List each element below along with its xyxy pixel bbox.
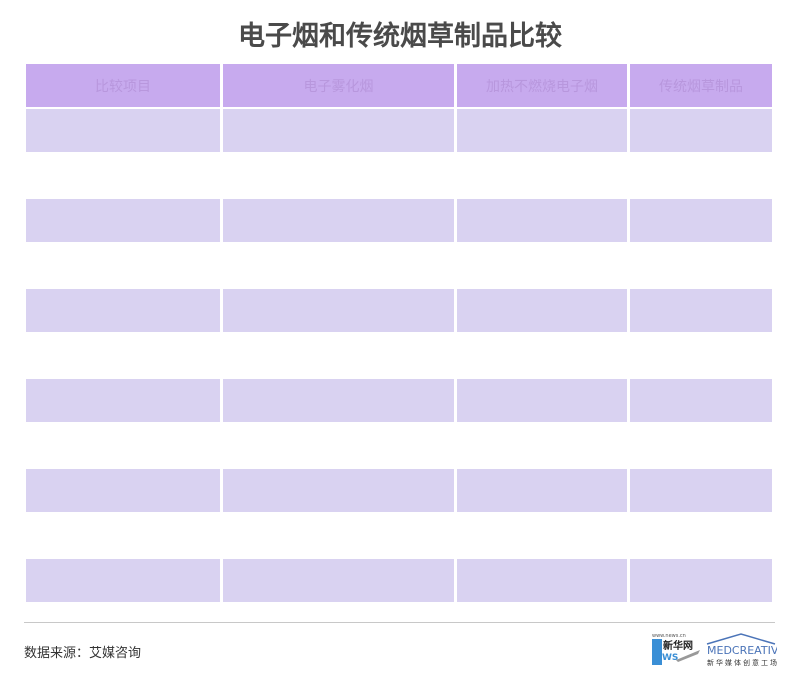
table-cell bbox=[26, 109, 220, 152]
medcreative-logo: MEDCREATIVE 新华媒体创意工场 bbox=[706, 633, 777, 667]
table-cell bbox=[630, 379, 772, 422]
table-cell bbox=[630, 469, 772, 512]
table-row bbox=[26, 334, 772, 377]
table-row bbox=[26, 514, 772, 557]
table-cell bbox=[26, 469, 220, 512]
table-cell bbox=[26, 559, 220, 602]
table-cell bbox=[457, 109, 627, 152]
header-cell: 传统烟草制品 bbox=[630, 64, 772, 107]
svg-text:WS: WS bbox=[662, 653, 678, 663]
table-row bbox=[26, 469, 772, 512]
table-cell bbox=[223, 334, 454, 377]
table-cell bbox=[457, 559, 627, 602]
table-row bbox=[26, 379, 772, 422]
table-cell bbox=[457, 379, 627, 422]
chart-title: 电子烟和传统烟草制品比较 bbox=[238, 21, 562, 52]
table-cell bbox=[630, 109, 772, 152]
table-row bbox=[26, 559, 772, 602]
table-cell bbox=[223, 379, 454, 422]
header-cell: 比较项目 bbox=[26, 64, 220, 107]
table-cell bbox=[630, 424, 772, 467]
comparison-table: 比较项目 电子雾化烟 加热不燃烧电子烟 传统烟草制品 bbox=[26, 64, 772, 604]
table-cell bbox=[457, 514, 627, 557]
table-cell bbox=[26, 244, 220, 287]
table-cell bbox=[457, 244, 627, 287]
table-cell bbox=[223, 244, 454, 287]
table-row bbox=[26, 289, 772, 332]
header-cell: 加热不燃烧电子烟 bbox=[457, 64, 627, 107]
table-cell bbox=[630, 244, 772, 287]
table-cell bbox=[457, 334, 627, 377]
table-row bbox=[26, 424, 772, 467]
table-cell bbox=[630, 154, 772, 197]
table-cell bbox=[26, 379, 220, 422]
data-source: 数据来源：艾媒咨询 bbox=[24, 646, 142, 661]
table-cell bbox=[630, 559, 772, 602]
table-cell bbox=[26, 424, 220, 467]
table-cell bbox=[630, 514, 772, 557]
svg-text:新华网: 新华网 bbox=[663, 639, 693, 652]
table-cell bbox=[223, 109, 454, 152]
table-cell bbox=[26, 154, 220, 197]
table-cell bbox=[630, 289, 772, 332]
table-cell bbox=[26, 199, 220, 242]
table-row bbox=[26, 109, 772, 152]
table-cell bbox=[223, 469, 454, 512]
table-cell bbox=[223, 154, 454, 197]
table-cell bbox=[457, 154, 627, 197]
table-row bbox=[26, 154, 772, 197]
table-cell bbox=[457, 469, 627, 512]
header-row: 比较项目 电子雾化烟 加热不燃烧电子烟 传统烟草制品 bbox=[26, 64, 772, 107]
footer-divider bbox=[24, 622, 775, 623]
xinhuanet-logo: www.news.cn 新华网 WS bbox=[652, 633, 700, 665]
table-cell bbox=[630, 199, 772, 242]
table-cell bbox=[223, 289, 454, 332]
table-cell bbox=[26, 334, 220, 377]
svg-text:新华媒体创意工场: 新华媒体创意工场 bbox=[707, 658, 777, 667]
table-cell bbox=[26, 289, 220, 332]
svg-text:MEDCREATIVE: MEDCREATIVE bbox=[707, 644, 777, 657]
header-cell: 电子雾化烟 bbox=[223, 64, 454, 107]
table-cell bbox=[223, 424, 454, 467]
table-row bbox=[26, 199, 772, 242]
table-cell bbox=[457, 424, 627, 467]
table-cell bbox=[223, 199, 454, 242]
table-row bbox=[26, 244, 772, 287]
table-cell bbox=[26, 514, 220, 557]
table-cell bbox=[457, 199, 627, 242]
table-cell bbox=[457, 289, 627, 332]
table-cell bbox=[223, 559, 454, 602]
table-cell bbox=[223, 514, 454, 557]
table-cell bbox=[630, 334, 772, 377]
svg-text:www.news.cn: www.news.cn bbox=[652, 633, 686, 639]
